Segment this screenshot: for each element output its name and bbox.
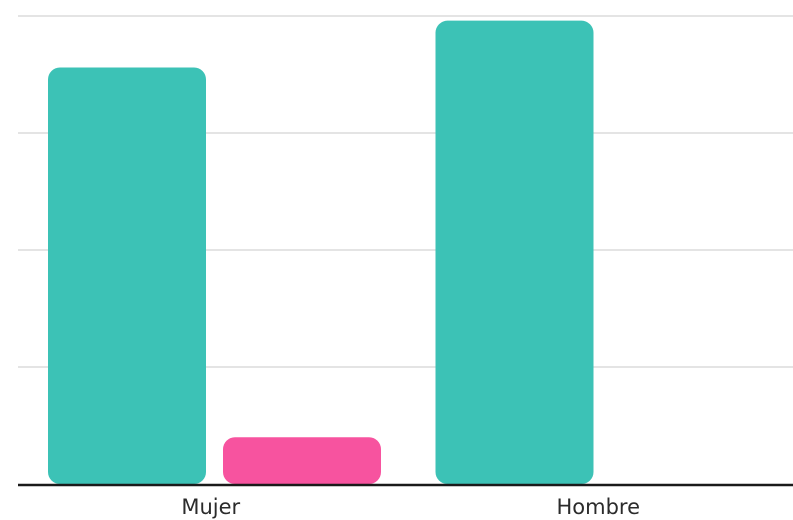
x-tick-labels: Mujer Hombre	[181, 495, 640, 519]
bar-hombre-series-1	[435, 20, 594, 485]
bar-mujer-series-2	[223, 437, 381, 484]
bars	[48, 20, 594, 485]
x-tick-label-hombre: Hombre	[556, 495, 640, 519]
bar-mujer-series-1	[48, 67, 206, 484]
x-tick-label-mujer: Mujer	[181, 495, 240, 519]
